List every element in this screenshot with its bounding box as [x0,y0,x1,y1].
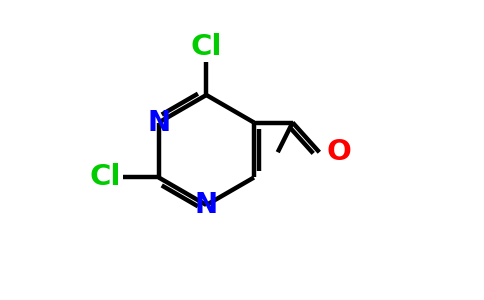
Text: O: O [327,138,352,166]
Text: Cl: Cl [90,164,121,191]
Text: N: N [195,191,218,219]
Text: Cl: Cl [191,32,222,61]
Text: N: N [147,109,170,136]
